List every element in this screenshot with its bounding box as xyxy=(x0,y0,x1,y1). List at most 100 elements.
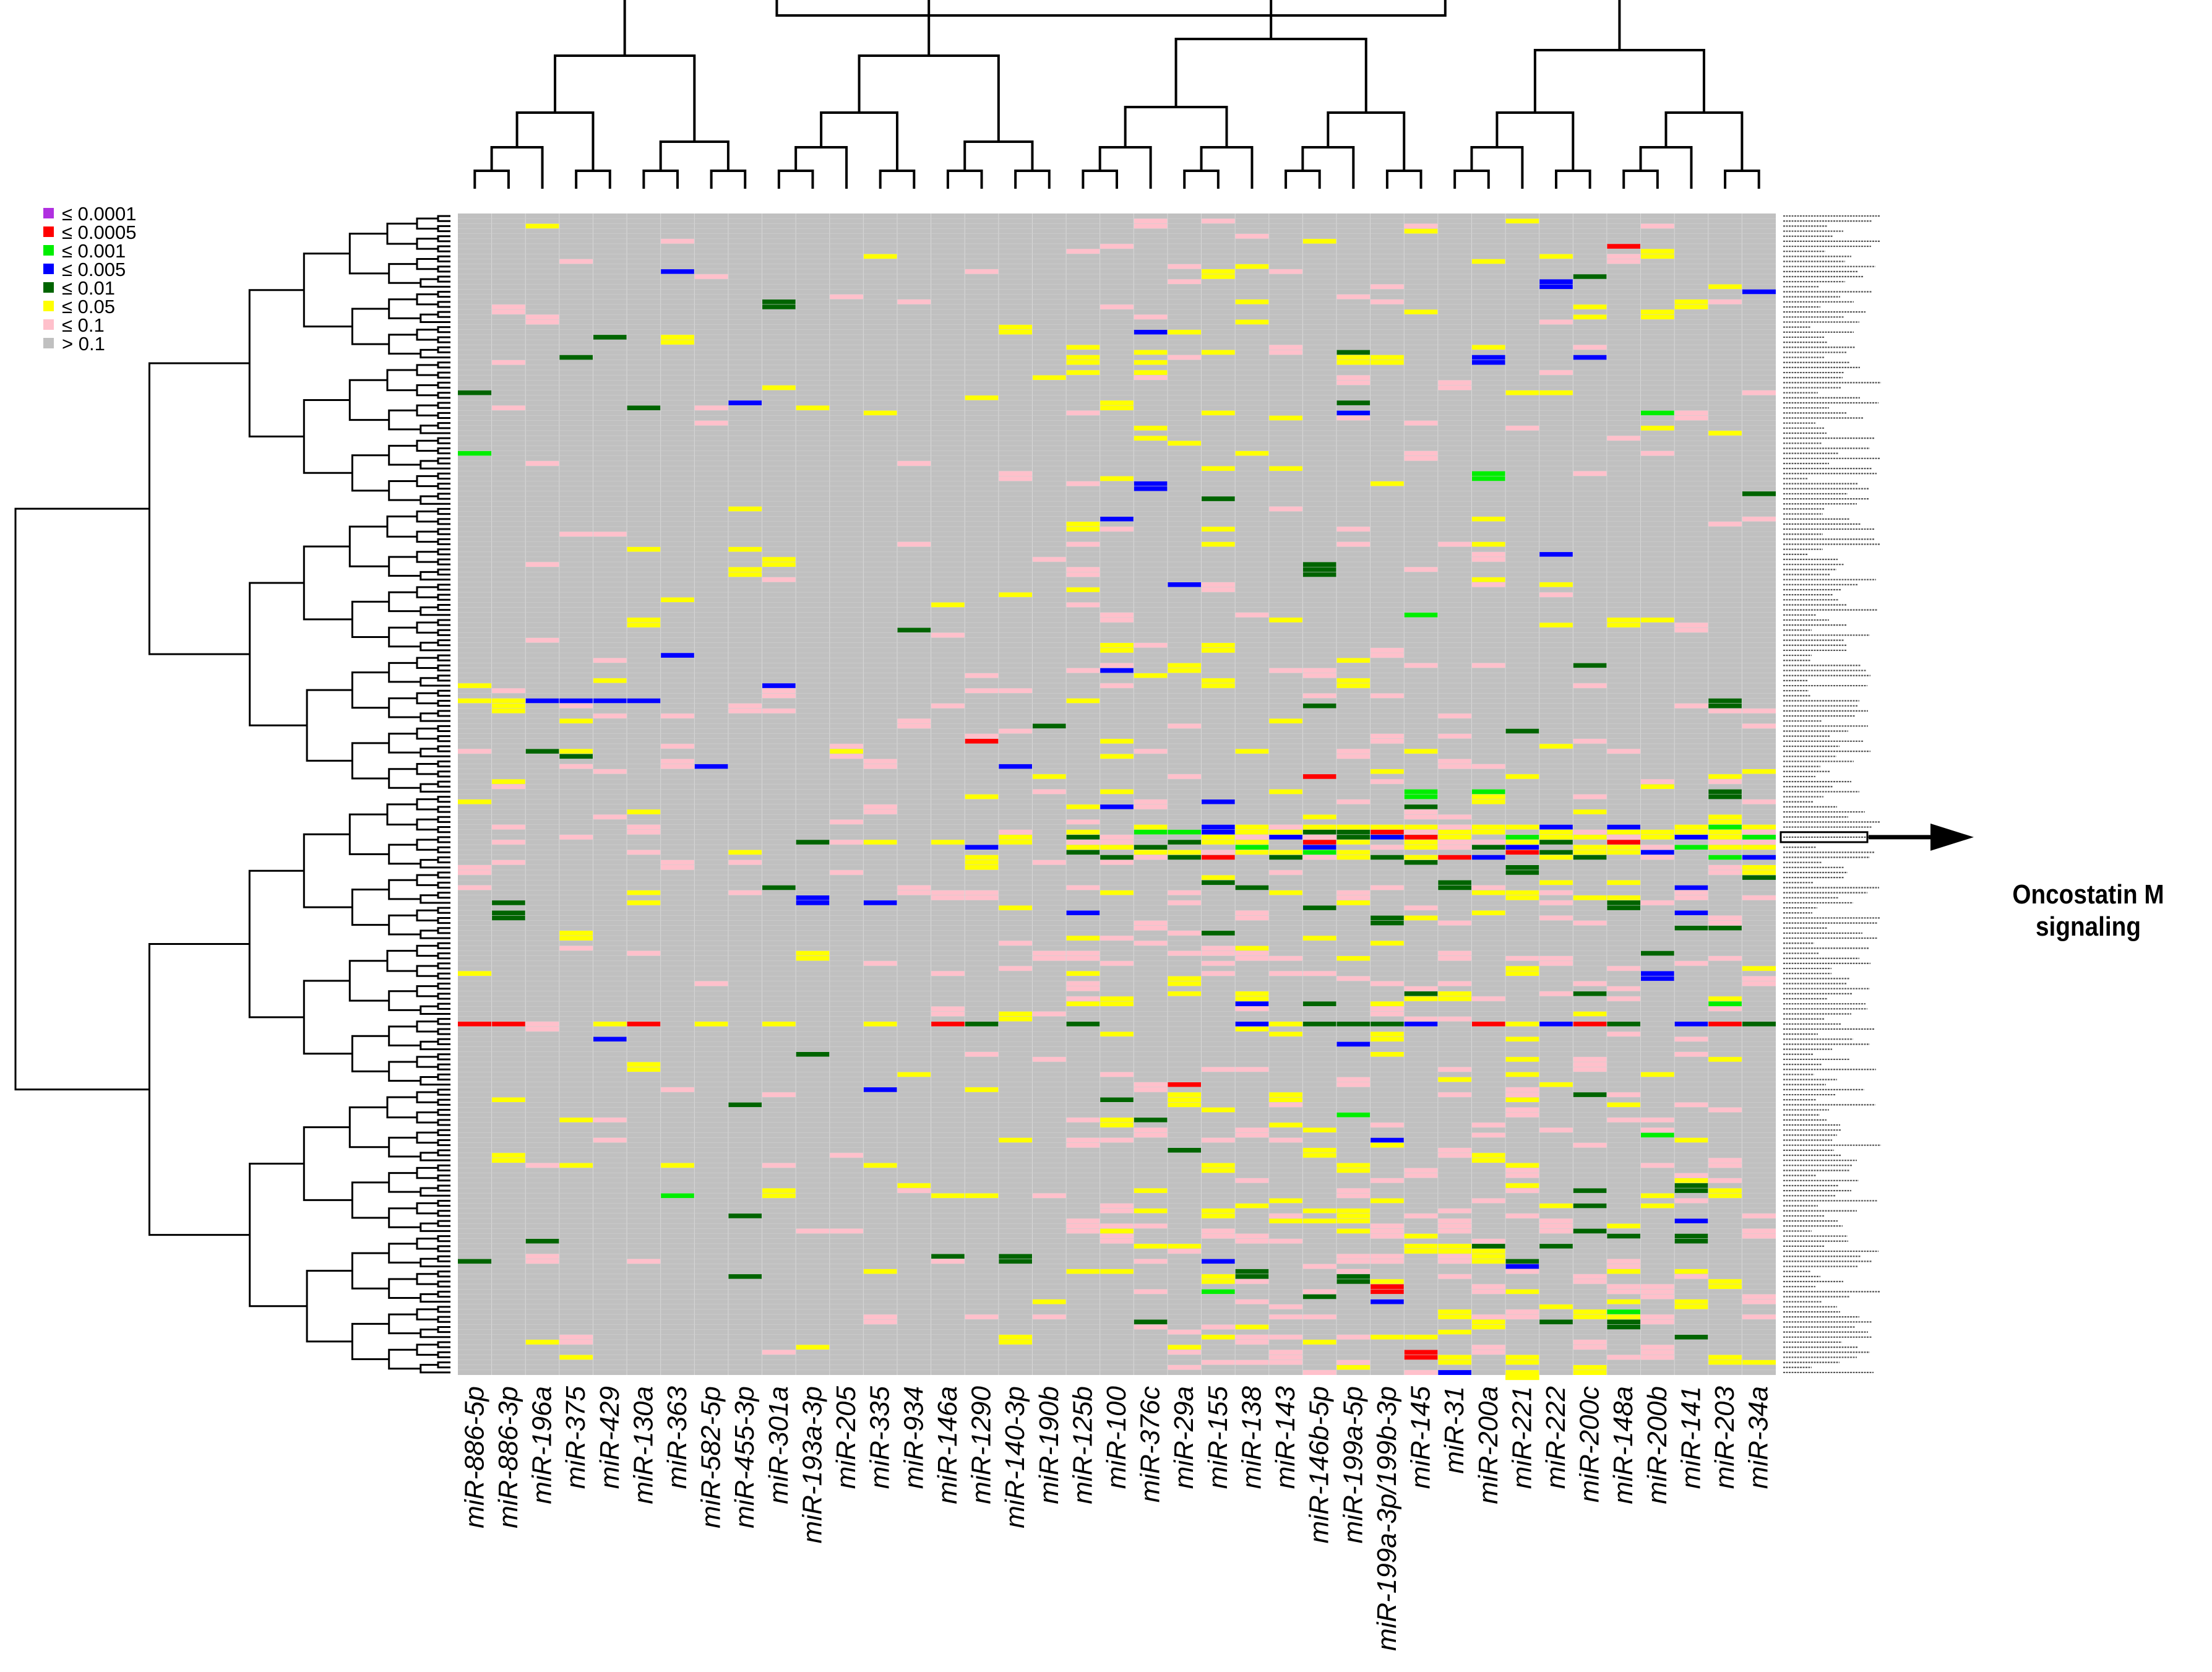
dendrogram-branch xyxy=(437,346,450,353)
heatmap-cell xyxy=(1404,663,1438,668)
heatmap-cell xyxy=(1167,839,1202,845)
heatmap-cell xyxy=(1268,971,1303,976)
heatmap-cell xyxy=(965,1314,999,1320)
heatmap-cell xyxy=(1167,1350,1202,1355)
legend-label: ≤ 0.0001 xyxy=(62,203,137,225)
heatmap-cell xyxy=(1742,1299,1776,1304)
heatmap-cell xyxy=(1235,824,1269,830)
heatmap-cell xyxy=(1235,1067,1269,1072)
heatmap-cell xyxy=(1606,243,1641,249)
dendrogram-branch xyxy=(623,0,931,56)
dendrogram-branch xyxy=(437,301,450,308)
heatmap-cell xyxy=(1370,1223,1405,1229)
dendrogram-branch xyxy=(437,846,450,853)
heatmap-cell xyxy=(1066,1001,1100,1007)
heatmap-cell xyxy=(559,1117,593,1123)
heatmap-cell xyxy=(1235,264,1269,269)
dendrogram-branch xyxy=(420,1257,450,1268)
heatmap-cell xyxy=(1404,855,1438,860)
heatmap-cell xyxy=(1742,875,1776,881)
heatmap-cell xyxy=(1539,1021,1573,1027)
dendrogram-branch xyxy=(642,170,679,189)
heatmap-cell xyxy=(1100,855,1134,860)
dendrogram-branch xyxy=(420,348,450,359)
heatmap-cell xyxy=(1235,450,1269,456)
heatmap-cell xyxy=(1471,794,1506,799)
heatmap-cell xyxy=(762,1021,796,1027)
heatmap-cell xyxy=(1336,1334,1371,1340)
dendrogram-branch xyxy=(416,763,438,775)
dendrogram-branch xyxy=(437,952,450,960)
heatmap-cell xyxy=(1336,749,1371,754)
heatmap-cell xyxy=(1066,971,1100,976)
heatmap-cell xyxy=(1134,749,1168,754)
heatmap-cell xyxy=(998,1137,1033,1143)
heatmap-cell xyxy=(1640,223,1675,229)
dendrogram-branch xyxy=(1174,38,1367,113)
heatmap-cell xyxy=(1674,834,1708,840)
heatmap-cell xyxy=(1674,829,1708,835)
heatmap-cell xyxy=(1708,430,1742,436)
heatmap-cell xyxy=(762,1092,796,1098)
heatmap-cell xyxy=(660,1193,695,1199)
dendrogram-branch xyxy=(306,689,353,762)
heatmap-cell xyxy=(1606,986,1641,991)
heatmap-cell xyxy=(1134,375,1168,381)
dendrogram-branch xyxy=(1385,170,1422,189)
heatmap-cell xyxy=(998,829,1033,835)
heatmap-cell xyxy=(559,698,593,704)
heatmap-cell xyxy=(1742,799,1776,804)
heatmap-cell xyxy=(1235,991,1269,996)
heatmap-cell xyxy=(829,869,864,876)
heatmap-cell xyxy=(1742,1294,1776,1299)
heatmap-cell xyxy=(1201,1324,1236,1330)
heatmap-cell xyxy=(1066,981,1100,986)
dendrogram-branch xyxy=(437,916,450,924)
heatmap-cell xyxy=(1336,824,1371,830)
heatmap-cell xyxy=(1471,1132,1506,1138)
column-label: miR-31 xyxy=(1439,1386,1470,1474)
dendrogram-branch xyxy=(437,1053,450,1061)
heatmap-cell xyxy=(1167,1147,1202,1153)
heatmap-cell xyxy=(863,254,897,259)
heatmap-cell xyxy=(1134,1243,1168,1249)
heatmap-cell xyxy=(491,784,526,790)
heatmap-cell xyxy=(1370,915,1405,921)
heatmap-cell xyxy=(1539,623,1573,628)
dendrogram-branch xyxy=(351,742,389,780)
dendrogram-branch xyxy=(437,1038,450,1045)
heatmap-cell xyxy=(1167,1082,1202,1087)
dendrogram-branch xyxy=(388,556,421,577)
heatmap-cell xyxy=(1674,1178,1708,1183)
heatmap-cell xyxy=(1302,238,1336,244)
oncostatin-annotation xyxy=(1779,823,1974,851)
dendrogram-branch xyxy=(388,1207,421,1228)
heatmap-cell xyxy=(1471,516,1506,522)
heatmap-cell xyxy=(1437,839,1472,845)
dendrogram-branch xyxy=(437,1002,450,1010)
heatmap-cell xyxy=(1370,299,1405,304)
heatmap-cell xyxy=(1302,834,1336,840)
column-label: miR-199a-5p xyxy=(1338,1386,1368,1543)
dendrogram-branch xyxy=(437,619,450,626)
heatmap-cell xyxy=(559,532,593,537)
heatmap-cell xyxy=(1201,683,1236,689)
dendrogram-branch xyxy=(1098,146,1152,189)
heatmap-cell xyxy=(1100,663,1134,668)
heatmap-cell xyxy=(1404,996,1438,1002)
column-label: miR-155 xyxy=(1203,1385,1233,1489)
dendrogram-branch xyxy=(437,745,450,752)
dendrogram-branch xyxy=(420,783,450,793)
dendrogram-branch xyxy=(437,412,450,420)
dendrogram-branch xyxy=(248,869,304,1019)
heatmap-cell xyxy=(1370,1051,1405,1057)
dendrogram-branch xyxy=(437,942,450,949)
dendrogram-branch xyxy=(1622,170,1659,189)
heatmap-cell xyxy=(1201,1137,1236,1143)
heatmap-cell xyxy=(694,764,728,769)
heatmap-cell xyxy=(1471,541,1506,547)
heatmap-cell xyxy=(1302,1208,1336,1213)
heatmap-cell xyxy=(1437,1208,1472,1213)
legend-swatch xyxy=(43,245,54,256)
heatmap-cell xyxy=(762,1163,796,1168)
